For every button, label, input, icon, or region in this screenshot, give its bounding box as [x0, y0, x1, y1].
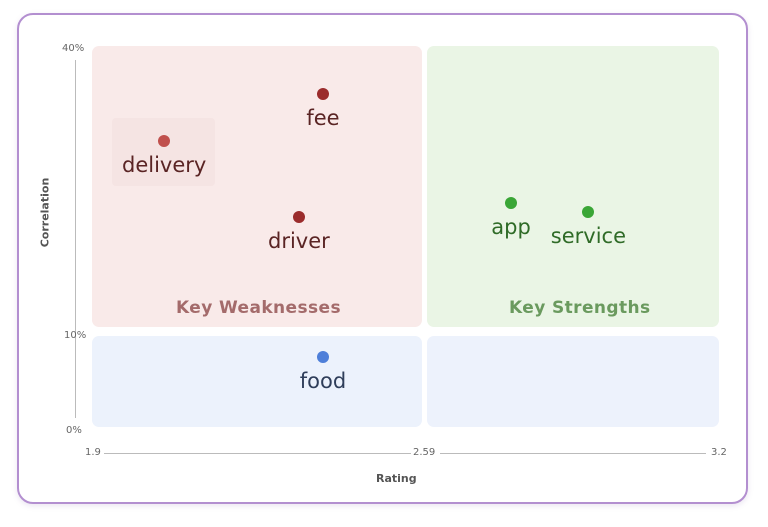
y-axis-line [75, 60, 76, 418]
data-point-food[interactable] [316, 350, 329, 363]
y-axis-label: Correlation [38, 177, 52, 248]
data-label-food: food [299, 368, 347, 393]
data-point-service[interactable] [582, 206, 595, 219]
data-point-app[interactable] [505, 196, 518, 209]
y-tick-10: 10% [64, 330, 87, 341]
x-tick-min: 1.9 [85, 447, 101, 458]
data-label-delivery: delivery [122, 153, 207, 177]
low-correlation-left-quadrant [92, 336, 422, 427]
data-label-app: app [491, 214, 531, 239]
data-point-driver[interactable] [292, 211, 305, 223]
quadrant-title-strengths: Key Strengths [509, 298, 651, 318]
x-tick-max: 3.2 [711, 447, 727, 458]
x-axis-line-right [440, 453, 706, 454]
delivery-highlight [112, 118, 215, 186]
weaknesses-quadrant [92, 46, 422, 327]
x-axis-label: Rating [376, 472, 417, 485]
low-correlation-right-quadrant [427, 336, 719, 427]
data-point-fee[interactable] [316, 87, 329, 100]
y-tick-0: 0% [66, 425, 82, 436]
x-tick-mid: 2.59 [413, 447, 436, 458]
data-label-service: service [550, 224, 627, 249]
strengths-quadrant [427, 46, 719, 327]
quadrant-title-weaknesses: Key Weaknesses [176, 298, 341, 318]
data-label-fee: fee [306, 105, 340, 130]
x-axis-line-left [104, 453, 411, 454]
data-point-delivery[interactable] [158, 135, 171, 147]
y-tick-40: 40% [62, 43, 85, 54]
data-label-driver: driver [268, 229, 330, 253]
